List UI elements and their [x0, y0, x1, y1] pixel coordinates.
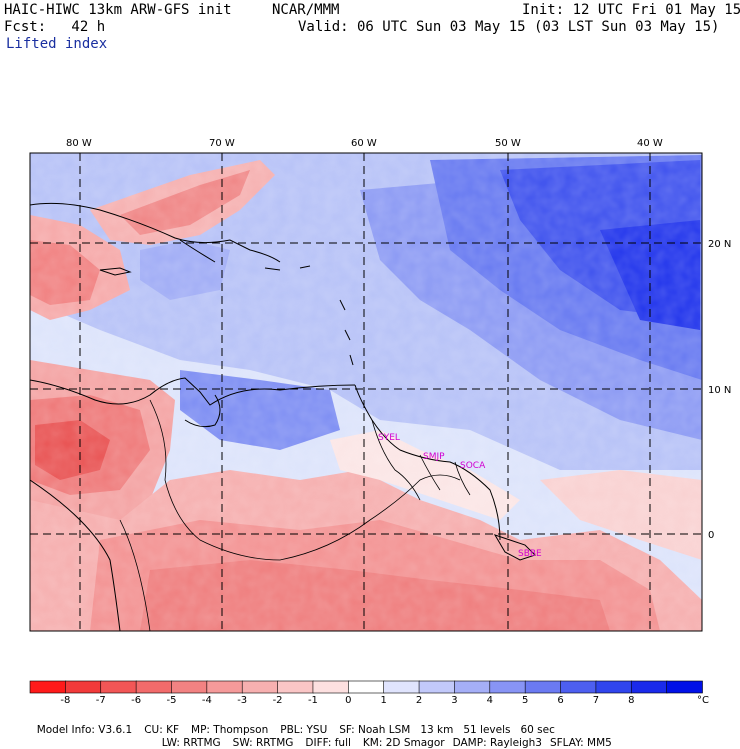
lat-label-20n: 20 N — [708, 239, 731, 250]
colorbar-swatch — [524, 680, 562, 694]
colorbar-swatch — [560, 680, 597, 694]
lon-label-80w: 80 W — [66, 138, 92, 149]
colorbar-swatch — [454, 680, 491, 694]
colorbar-tick-label: -4 — [202, 695, 212, 706]
colorbar-tick-label: 3 — [451, 695, 457, 706]
diff-scheme: DIFF: full — [305, 737, 351, 749]
colorbar-tick-label: -6 — [131, 695, 141, 706]
field-name: Lifted index — [6, 36, 108, 52]
colorbar-swatch — [171, 680, 208, 694]
sflay-scheme: SFLAY: MM5 — [549, 737, 612, 749]
colorbar-tick-label: 8 — [628, 695, 634, 706]
colorbar-swatch — [312, 680, 350, 694]
km-scheme: KM: 2D Smagor — [362, 737, 445, 749]
station-syel: SYEL — [378, 433, 400, 443]
lon-label-50w: 50 W — [495, 138, 521, 149]
levels: 51 levels — [463, 724, 511, 736]
model-title: HAIC-HIWC 13km ARW-GFS init — [4, 2, 232, 18]
colorbar-tick-label: -8 — [60, 695, 70, 706]
colorbar-tick-label: 0 — [345, 695, 351, 706]
valid-time: Valid: 06 UTC Sun 03 May 15 (03 LST Sun … — [298, 19, 720, 35]
lat-label-0: 0 — [708, 530, 714, 541]
colorbar-swatch — [630, 680, 668, 694]
colorbar: -8 -7 -6 -5 -4 -3 -2 -1 0 1 2 3 4 5 6 7 8 °C — [29, 680, 709, 706]
footer-line-1: Model Info: V3.6.1 CU: KF MP: Thompson PBL:… — [30, 712, 555, 736]
forecast-hour: Fcst: 42 h — [4, 19, 106, 35]
mp-scheme: MP: Thompson — [191, 724, 269, 736]
resolution: 13 km — [420, 724, 454, 736]
colorbar-tick-label: 5 — [522, 695, 528, 706]
colorbar-swatch — [100, 680, 137, 694]
model-info: Model Info: V3.6.1 — [36, 724, 133, 736]
colorbar-tick-label: -3 — [237, 695, 247, 706]
colorbar-swatch — [418, 680, 456, 694]
pbl-scheme: PBL: YSU — [280, 724, 328, 736]
sw-scheme: SW: RRTMG — [232, 737, 294, 749]
colorbar-tick-label: -5 — [166, 695, 176, 706]
colorbar-swatch — [666, 680, 703, 694]
org-label: NCAR/MMM — [272, 2, 340, 18]
sf-scheme: SF: Noah LSM — [339, 724, 411, 736]
colorbar-swatch — [29, 680, 67, 694]
colorbar-tick-label: -2 — [273, 695, 283, 706]
station-sbbe: SBBE — [518, 549, 542, 559]
map-frame — [29, 152, 703, 632]
lat-label-10n: 10 N — [708, 385, 731, 396]
colorbar-tick-label: 4 — [487, 695, 493, 706]
cu-scheme: CU: KF — [144, 724, 180, 736]
station-smjp: SMJP — [423, 452, 445, 462]
lat-lon-grid — [30, 153, 702, 631]
init-time: Init: 12 UTC Fri 01 May 15 — [522, 2, 740, 18]
lon-label-70w: 70 W — [209, 138, 235, 149]
colorbar-swatch — [206, 680, 244, 694]
colorbar-tick-label: 6 — [557, 695, 563, 706]
colorbar-swatch — [241, 680, 279, 694]
station-soca: SOCA — [460, 461, 486, 471]
shaded-field — [30, 153, 702, 631]
colorbar-tick-label: -7 — [96, 695, 106, 706]
timestep: 60 sec — [520, 724, 555, 736]
colorbar-tick-label: 2 — [416, 695, 422, 706]
colorbar-unit: °C — [697, 695, 709, 706]
footer-line-2: LW: RRTMG SW: RRTMG DIFF: full KM: 2D Smago… — [155, 725, 612, 749]
colorbar-swatch — [277, 680, 314, 694]
colorbar-tick-label: 7 — [593, 695, 599, 706]
colorbar-swatch — [65, 680, 102, 694]
colorbar-swatch — [135, 680, 173, 694]
lon-label-40w: 40 W — [637, 138, 663, 149]
coastlines — [30, 202, 536, 631]
lw-scheme: LW: RRTMG — [161, 737, 221, 749]
colorbar-tick-label: -1 — [308, 695, 318, 706]
colorbar-swatch — [489, 680, 526, 694]
colorbar-swatch — [348, 680, 385, 694]
damp-scheme: DAMP: Rayleigh3 — [452, 737, 542, 749]
lon-label-60w: 60 W — [351, 138, 377, 149]
colorbar-swatch — [595, 680, 633, 694]
colorbar-swatch — [383, 680, 420, 694]
borders — [119, 399, 471, 631]
colorbar-tick-label: 1 — [380, 695, 386, 706]
